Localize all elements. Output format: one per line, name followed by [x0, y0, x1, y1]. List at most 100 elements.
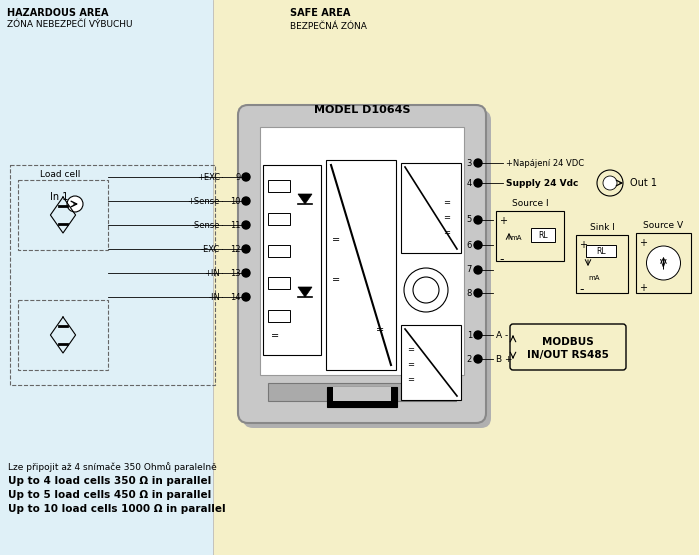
Bar [10, 165, 215, 385]
Bar [333, 387, 391, 401]
Circle shape [647, 246, 681, 280]
Bar [213, 0, 699, 555]
Text: Sink I: Sink I [589, 223, 614, 232]
FancyBboxPatch shape [243, 110, 491, 428]
Text: =: = [443, 229, 450, 238]
Bar [586, 245, 616, 257]
Text: 12: 12 [231, 245, 241, 254]
Circle shape [242, 173, 250, 181]
Text: IN/OUT RS485: IN/OUT RS485 [527, 350, 609, 360]
Circle shape [474, 179, 482, 187]
FancyBboxPatch shape [238, 105, 486, 423]
Circle shape [474, 216, 482, 224]
Text: Out 1: Out 1 [630, 178, 657, 188]
Text: Up to 5 load cells 450 Ω in parallel: Up to 5 load cells 450 Ω in parallel [8, 490, 211, 500]
Circle shape [404, 268, 448, 312]
Text: 5: 5 [467, 215, 472, 225]
Text: =: = [407, 376, 414, 385]
Text: 2: 2 [467, 355, 472, 364]
Circle shape [474, 355, 482, 363]
Text: Source I: Source I [512, 199, 548, 208]
Text: -IN: -IN [208, 292, 220, 301]
Bar [636, 233, 691, 293]
Text: SAFE AREA: SAFE AREA [290, 8, 350, 18]
Text: -: - [579, 283, 584, 296]
Circle shape [597, 170, 623, 196]
Text: =: = [407, 361, 414, 370]
Text: Source V: Source V [644, 221, 684, 230]
Text: BEZPEČNÁ ZÓNA: BEZPEČNÁ ZÓNA [290, 22, 367, 31]
Circle shape [67, 196, 83, 212]
Bar [326, 160, 396, 370]
Text: =: = [376, 325, 384, 335]
Bar [268, 245, 290, 257]
Text: =: = [407, 346, 414, 355]
Text: -Sense: -Sense [192, 220, 220, 230]
Text: 8: 8 [467, 289, 472, 297]
Text: =: = [332, 275, 340, 285]
Bar [576, 235, 628, 293]
Bar [496, 211, 564, 261]
Text: +EXC: +EXC [197, 173, 220, 181]
Circle shape [474, 241, 482, 249]
Circle shape [474, 159, 482, 167]
Circle shape [242, 197, 250, 205]
Bar [531, 228, 555, 242]
Text: In 1: In 1 [50, 192, 69, 202]
Circle shape [603, 176, 617, 190]
Bar [268, 213, 290, 225]
Text: MODBUS: MODBUS [542, 337, 594, 347]
Text: 3: 3 [467, 159, 472, 168]
Bar [268, 277, 290, 289]
Bar [268, 180, 290, 192]
Text: RL: RL [596, 246, 606, 255]
Circle shape [242, 269, 250, 277]
Text: B +: B + [496, 355, 512, 364]
Circle shape [242, 221, 250, 229]
Text: 9: 9 [236, 173, 241, 181]
Bar [263, 165, 321, 355]
Text: V: V [660, 259, 667, 269]
Circle shape [242, 245, 250, 253]
Polygon shape [298, 194, 312, 204]
Text: 1: 1 [467, 330, 472, 340]
Bar [268, 310, 290, 322]
Text: -EXC: -EXC [201, 245, 220, 254]
Text: +: + [579, 240, 587, 250]
Circle shape [413, 277, 439, 303]
Text: A -: A - [496, 330, 508, 340]
Text: +: + [639, 283, 647, 293]
Bar [18, 180, 108, 250]
Bar [18, 300, 108, 370]
Text: 13: 13 [231, 269, 241, 278]
Text: 14: 14 [231, 292, 241, 301]
Bar [260, 127, 464, 375]
Text: 10: 10 [231, 196, 241, 205]
Text: +: + [639, 238, 647, 248]
Bar [327, 387, 397, 407]
Text: mA: mA [588, 275, 600, 281]
Text: Supply 24 Vdc: Supply 24 Vdc [506, 179, 578, 189]
Circle shape [474, 266, 482, 274]
Text: Up to 10 load cells 1000 Ω in parallel: Up to 10 load cells 1000 Ω in parallel [8, 504, 226, 514]
Bar [268, 383, 456, 401]
Text: 4: 4 [467, 179, 472, 188]
Text: =: = [271, 331, 279, 341]
Text: 7: 7 [467, 265, 472, 275]
Text: -: - [499, 253, 503, 266]
Text: +Napájení 24 VDC: +Napájení 24 VDC [506, 159, 584, 168]
Text: Load cell: Load cell [40, 170, 80, 179]
Circle shape [242, 293, 250, 301]
Text: 11: 11 [231, 220, 241, 230]
Text: +Sense: +Sense [187, 196, 220, 205]
Text: 6: 6 [467, 240, 472, 250]
Text: =: = [332, 235, 340, 245]
Text: ZÓNA NEBEZPEČÍ VÝBUCHU: ZÓNA NEBEZPEČÍ VÝBUCHU [7, 20, 133, 29]
Polygon shape [298, 287, 312, 297]
Circle shape [474, 289, 482, 297]
Text: mA: mA [510, 235, 521, 241]
Text: Lze připojit až 4 snímače 350 Ohmů paralelně: Lze připojit až 4 snímače 350 Ohmů paral… [8, 462, 217, 472]
Text: HAZARDOUS AREA: HAZARDOUS AREA [7, 8, 108, 18]
Text: Up to 4 load cells 350 Ω in parallel: Up to 4 load cells 350 Ω in parallel [8, 476, 211, 486]
Circle shape [474, 331, 482, 339]
